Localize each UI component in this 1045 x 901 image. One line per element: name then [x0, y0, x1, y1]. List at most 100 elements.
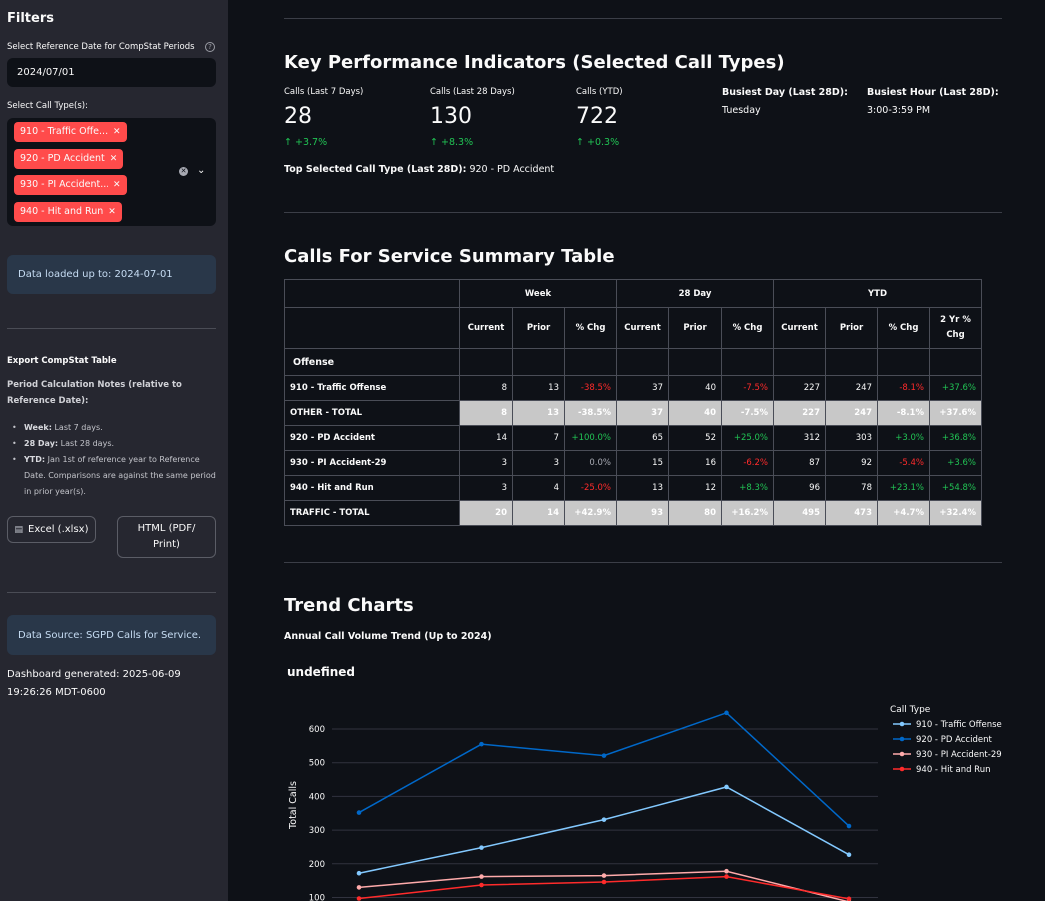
- table-cell: 8: [459, 400, 513, 426]
- sidebar-title: Filters: [7, 11, 54, 26]
- list-item: YTD: Jan 1st of reference year to Refere…: [12, 452, 217, 500]
- col-header: Current: [459, 307, 513, 349]
- data-point: [479, 741, 484, 747]
- data-point: [356, 896, 362, 901]
- table-cell: 52: [668, 425, 722, 451]
- busiest-hour-label: Busiest Hour (Last 28D):: [867, 87, 999, 98]
- series-line: [358, 711, 850, 827]
- data-point: [846, 896, 852, 901]
- file-icon: ▤: [14, 524, 24, 535]
- help-icon[interactable]: ?: [205, 42, 215, 52]
- data-point: [479, 845, 484, 850]
- data-point: [846, 823, 852, 829]
- table-cell: 247: [825, 375, 878, 401]
- data-point: [356, 810, 362, 815]
- busiest-day-value: Tuesday: [722, 105, 761, 116]
- table-row: 920 - PD Accident 14 7 +100.0% 65 52 +25.0% 312…: [284, 425, 982, 451]
- row-label: 920 - PD Accident: [284, 425, 460, 451]
- table-cell: 7: [512, 425, 565, 451]
- table-cell: +37.6%: [929, 400, 982, 426]
- tag-930[interactable]: 930 - PI Accident... ✕: [14, 175, 127, 195]
- y-tick-label: 100: [309, 894, 325, 901]
- table-cell: 13: [512, 375, 565, 401]
- tag-920[interactable]: 920 - PD Accident ✕: [14, 149, 124, 169]
- col-header: Current: [773, 307, 826, 349]
- excel-export-button[interactable]: ▤ Excel (.xlsx): [7, 516, 96, 543]
- table-cell: +36.8%: [929, 425, 982, 451]
- call-type-multiselect[interactable]: 910 - Traffic Offe... ✕ 920 - PD Accident…: [7, 118, 216, 226]
- kpi-delta-7d: ↑ +3.7%: [284, 137, 328, 148]
- table-cell: -25.0%: [564, 475, 617, 501]
- table-row: TRAFFIC - TOTAL 20 14 +42.9% 93 80 +16.2% 495 47…: [284, 500, 982, 526]
- table-cell: 13: [512, 400, 565, 426]
- col-header: Prior: [512, 307, 565, 349]
- ref-date-input[interactable]: 2024/07/01: [7, 58, 216, 87]
- kpi-label-7d: Calls (Last 7 Days): [284, 87, 364, 97]
- legend-label: 910 - Traffic Offense: [916, 720, 1002, 730]
- kpi-delta-ytd: ↑ +0.3%: [576, 137, 620, 148]
- table-cell: -38.5%: [564, 400, 617, 426]
- row-label: 930 - PI Accident-29: [284, 450, 460, 476]
- html-export-button[interactable]: HTML (PDF/ Print): [117, 516, 216, 558]
- table-cell: 80: [668, 500, 722, 526]
- remove-tag-icon[interactable]: ✕: [108, 207, 116, 217]
- table-cell: 87: [773, 450, 826, 476]
- summary-table: Week 28 Day YTD Current Prior % Chg Curr…: [284, 279, 982, 526]
- list-item: Week: Last 7 days.: [12, 420, 217, 436]
- remove-tag-icon[interactable]: ✕: [109, 154, 118, 164]
- table-cell: +100.0%: [564, 425, 617, 451]
- tag-910[interactable]: 910 - Traffic Offe... ✕: [14, 122, 127, 142]
- y-tick-label: 200: [309, 860, 325, 870]
- table-cell: 65: [616, 425, 669, 451]
- legend-label: 920 - PD Accident: [916, 735, 992, 745]
- table-cell: -7.5%: [721, 400, 774, 426]
- table-cell: +37.6%: [929, 375, 982, 401]
- y-axis-title: Total Calls: [288, 781, 299, 830]
- table-cell: -7.5%: [721, 375, 774, 401]
- legend-marker: [899, 736, 905, 742]
- table-cell: 37: [616, 375, 669, 401]
- table-cell: 16: [668, 450, 722, 476]
- list-item: 28 Day: Last 28 days.: [12, 436, 217, 452]
- legend-marker: [899, 766, 905, 772]
- tag-940[interactable]: 940 - Hit and Run ✕: [14, 202, 122, 222]
- y-tick-label: 500: [309, 759, 325, 769]
- table-cell: +4.7%: [877, 500, 930, 526]
- table-cell: 3: [459, 450, 513, 476]
- table-cell: 4: [512, 475, 565, 501]
- export-title: Export CompStat Table: [7, 356, 117, 366]
- divider: [284, 18, 1002, 19]
- kpi-label-ytd: Calls (YTD): [576, 87, 623, 97]
- table-cell: 14: [459, 425, 513, 451]
- group-week: Week: [459, 279, 617, 308]
- table-cell: 12: [668, 475, 722, 501]
- table-cell: -8.1%: [877, 400, 930, 426]
- y-tick-label: 300: [309, 826, 325, 836]
- data-point: [846, 852, 852, 858]
- table-cell: +16.2%: [721, 500, 774, 526]
- table-cell: -38.5%: [564, 375, 617, 401]
- divider: [284, 212, 1002, 213]
- sidebar: Filters Select Reference Date for CompSt…: [0, 0, 228, 901]
- clear-all-icon[interactable]: ✕: [179, 167, 188, 176]
- chart-title: undefined: [287, 665, 355, 679]
- table-group-header: Week 28 Day YTD: [284, 279, 982, 308]
- table-cell: 40: [668, 400, 722, 426]
- remove-tag-icon[interactable]: ✕: [113, 127, 121, 137]
- legend-title: Call Type: [890, 705, 931, 715]
- table-cell: 93: [616, 500, 669, 526]
- notes-list: Week: Last 7 days. 28 Day: Last 28 days.…: [12, 420, 217, 500]
- data-point: [356, 885, 362, 890]
- table-cell: 40: [668, 375, 722, 401]
- chevron-down-icon[interactable]: ⌄: [197, 165, 206, 176]
- kpi-value-ytd: 722: [576, 104, 618, 129]
- table-cell: 247: [825, 400, 878, 426]
- row-label: 940 - Hit and Run: [284, 475, 460, 501]
- table-cell: 303: [825, 425, 878, 451]
- data-point: [479, 874, 484, 879]
- table-cell: +8.3%: [721, 475, 774, 501]
- table-cell: 473: [825, 500, 878, 526]
- remove-tag-icon[interactable]: ✕: [113, 180, 121, 190]
- data-point: [724, 710, 729, 716]
- col-header: Prior: [668, 307, 722, 349]
